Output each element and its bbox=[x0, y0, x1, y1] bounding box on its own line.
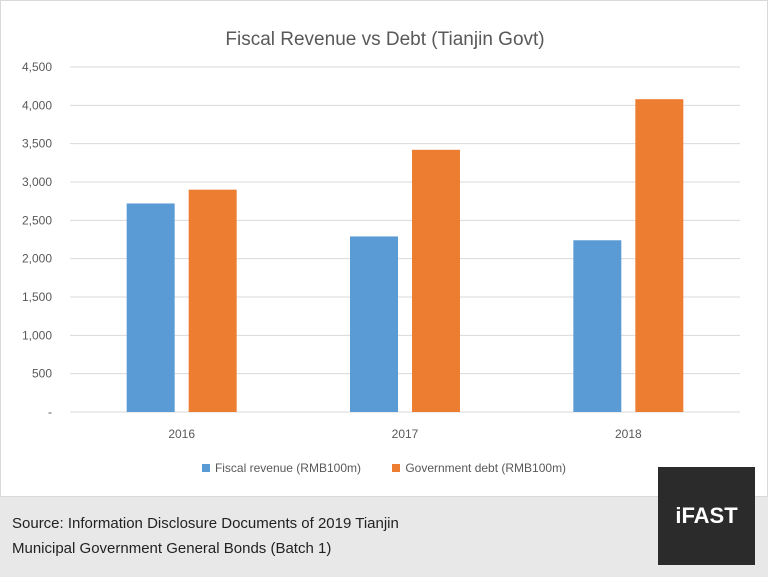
bar-fiscal-revenue-2016 bbox=[126, 203, 175, 412]
y-tick-label: 2,500 bbox=[22, 213, 52, 227]
bar-fiscal-revenue-2017 bbox=[350, 236, 398, 412]
y-tick-label: - bbox=[48, 405, 52, 419]
legend-item-government-debt: Government debt (RMB100m) bbox=[392, 461, 566, 475]
y-tick-label: 4,000 bbox=[22, 98, 52, 112]
source-line-2: Municipal Government General Bonds (Batc… bbox=[12, 540, 332, 557]
y-tick-label: 1,000 bbox=[22, 328, 52, 342]
x-tick-label: 2018 bbox=[615, 427, 642, 441]
legend-item-fiscal-revenue: Fiscal revenue (RMB100m) bbox=[201, 461, 361, 475]
source-text: Source: Information Disclosure Documents… bbox=[12, 511, 399, 561]
legend-swatch bbox=[201, 464, 210, 472]
y-tick-label: 3,000 bbox=[22, 175, 52, 189]
y-tick-label: 4,500 bbox=[22, 60, 52, 74]
bar-government-debt-2017 bbox=[412, 149, 460, 413]
x-tick-label: 2017 bbox=[392, 427, 419, 441]
y-tick-label: 1,500 bbox=[22, 290, 52, 304]
legend-label: Fiscal revenue (RMB100m) bbox=[214, 461, 361, 475]
plot-area: - 500 1,000 1,500 2,000 2,500 3,000 3,500 4,000 4… bbox=[22, 60, 740, 441]
legend-label: Government debt (RMB100m) bbox=[405, 461, 567, 475]
logo-text: iFAST bbox=[675, 503, 738, 528]
bar-government-debt-2018 bbox=[635, 99, 684, 412]
legend: Fiscal revenue (RMB100m) Government debt… bbox=[0, 461, 768, 475]
y-tick-label: 500 bbox=[32, 367, 52, 381]
x-tick-label: 2016 bbox=[168, 427, 195, 441]
bar-government-debt-2016 bbox=[188, 189, 237, 412]
legend-swatch bbox=[392, 464, 401, 472]
source-line-1: Source: Information Disclosure Documents… bbox=[12, 515, 399, 532]
y-tick-label: 2,000 bbox=[22, 252, 52, 266]
y-tick-label: 3,500 bbox=[22, 137, 52, 151]
chart-title: Fiscal Revenue vs Debt (Tianjin Govt) bbox=[225, 29, 545, 50]
bar-fiscal-revenue-2018 bbox=[573, 240, 622, 412]
source-footer: Source: Information Disclosure Documents… bbox=[0, 497, 768, 577]
ifast-logo: iFAST bbox=[658, 467, 755, 565]
